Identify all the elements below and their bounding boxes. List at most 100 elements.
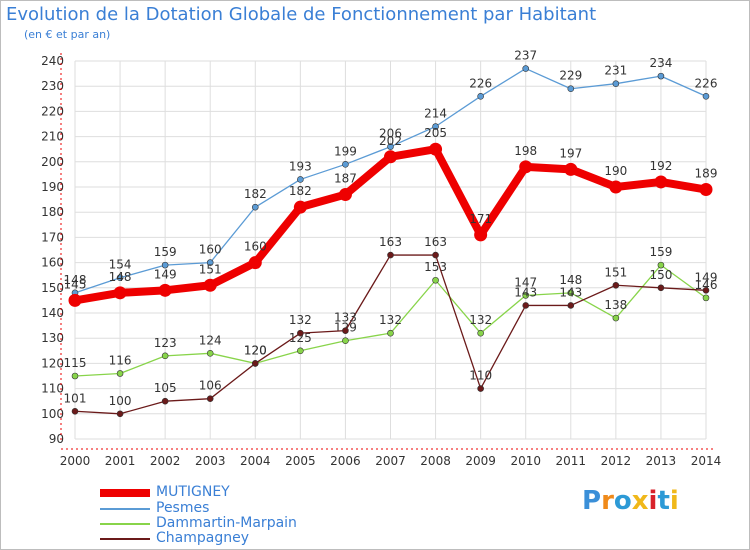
data-point-dammartin-marpain-2001 [116, 370, 124, 377]
data-point-mutigney-2013 [654, 175, 668, 189]
data-point-dammartin-marpain-2000 [71, 372, 79, 380]
x-tick-label-2000: 2000 [60, 454, 91, 468]
data-label-mutigney-2010: 198 [514, 144, 537, 158]
data-label-dammartin-marpain-2002: 123 [154, 336, 177, 350]
data-point-mutigney-2005 [293, 200, 307, 214]
data-point-mutigney-2010 [519, 160, 533, 174]
data-label-mutigney-2005: 182 [289, 184, 312, 198]
data-point-champagney-2001 [116, 410, 124, 418]
x-tick-label-2002: 2002 [150, 454, 181, 468]
legend-label-dammartin-marpain: Dammartin-Marpain [156, 515, 297, 531]
data-point-mutigney-2009 [474, 228, 488, 242]
data-point-pesmes-2009 [477, 92, 484, 100]
legend-swatch-pesmes [100, 508, 150, 510]
x-tick-label-2008: 2008 [420, 454, 451, 468]
data-point-mutigney-2001 [113, 286, 127, 300]
y-tick-label-100: 100 [41, 407, 64, 421]
y-tick-label-230: 230 [41, 79, 64, 93]
data-label-mutigney-2001: 148 [109, 270, 132, 284]
data-label-dammartin-marpain-2000: 115 [64, 356, 87, 370]
data-label-dammartin-marpain-2005: 125 [289, 331, 312, 345]
data-point-champagney-2005 [297, 329, 304, 337]
data-point-champagney-2011 [567, 302, 575, 309]
data-label-mutigney-2002: 149 [154, 267, 177, 281]
data-point-mutigney-2011 [564, 162, 578, 176]
legend-label-pesmes: Pesmes [156, 500, 210, 516]
y-tick-label-110: 110 [41, 382, 64, 396]
data-label-pesmes-2006: 199 [334, 144, 357, 158]
data-label-champagney-2013: 150 [649, 268, 672, 282]
legend-swatch-champagney [100, 538, 150, 540]
data-point-pesmes-2006 [342, 161, 349, 168]
logo-letter: i [669, 486, 679, 516]
y-tick-label-160: 160 [41, 256, 64, 270]
data-label-pesmes-2001: 154 [109, 258, 132, 272]
data-label-pesmes-2007: 206 [379, 127, 402, 141]
x-tick-label-2001: 2001 [105, 454, 136, 468]
data-label-mutigney-2004: 160 [244, 240, 267, 254]
x-tick-label-2005: 2005 [285, 454, 316, 468]
data-point-champagney-2009 [477, 385, 484, 392]
data-point-pesmes-2014 [702, 92, 710, 100]
y-tick-label-120: 120 [41, 356, 64, 370]
data-label-mutigney-2013: 192 [649, 159, 672, 173]
data-label-mutigney-2007: 202 [379, 134, 402, 148]
data-label-champagney-2000: 101 [64, 391, 87, 405]
data-point-pesmes-2004 [251, 203, 259, 211]
x-tick-label-2007: 2007 [375, 454, 406, 468]
logo-letter: i [648, 486, 658, 516]
data-label-pesmes-2000: 148 [64, 273, 87, 287]
data-point-pesmes-2002 [161, 261, 169, 269]
data-point-pesmes-2001 [116, 274, 124, 282]
data-label-champagney-2014: 149 [695, 270, 718, 284]
data-point-champagney-2014 [702, 287, 710, 294]
proxiti-logo: Proxiti [582, 486, 679, 516]
data-label-pesmes-2009: 226 [469, 76, 492, 90]
data-label-champagney-2006: 133 [334, 311, 357, 325]
data-label-mutigney-2003: 151 [199, 262, 222, 276]
data-label-pesmes-2010: 237 [514, 49, 537, 63]
data-label-pesmes-2002: 159 [154, 245, 177, 259]
data-point-mutigney-2007 [384, 150, 397, 164]
x-tick-label-2004: 2004 [240, 454, 271, 468]
data-label-dammartin-marpain-2014: 146 [695, 278, 718, 292]
data-label-mutigney-2009: 171 [469, 212, 492, 226]
data-point-pesmes-2013 [657, 72, 665, 80]
data-label-pesmes-2003: 160 [199, 243, 222, 257]
data-point-pesmes-2008 [432, 123, 439, 130]
data-point-dammartin-marpain-2011 [567, 289, 575, 297]
data-point-champagney-2010 [522, 302, 530, 309]
data-label-dammartin-marpain-2011: 148 [559, 273, 582, 287]
data-point-dammartin-marpain-2003 [206, 350, 214, 357]
data-point-pesmes-2007 [387, 143, 394, 150]
data-point-champagney-2013 [657, 284, 665, 292]
data-point-pesmes-2011 [567, 85, 575, 93]
y-tick-label-140: 140 [41, 306, 64, 320]
data-label-mutigney-2006: 187 [334, 172, 357, 186]
chart-subtitle: (en € et par an) [24, 28, 111, 41]
data-label-mutigney-2011: 197 [559, 146, 582, 160]
data-point-champagney-2012 [612, 281, 620, 289]
x-tick-label-2009: 2009 [465, 454, 496, 468]
logo-letter: P [582, 486, 602, 516]
data-point-mutigney-2014 [699, 183, 713, 197]
y-tick-label-130: 130 [41, 331, 64, 345]
y-tick-label-170: 170 [41, 230, 64, 244]
data-point-dammartin-marpain-2009 [477, 329, 484, 337]
data-label-pesmes-2004: 182 [244, 187, 267, 201]
data-label-pesmes-2008: 214 [424, 107, 447, 121]
data-label-mutigney-2008: 205 [424, 126, 447, 140]
data-point-champagney-2003 [206, 395, 214, 402]
data-label-champagney-2011: 143 [559, 285, 582, 299]
data-point-pesmes-2005 [297, 176, 304, 183]
data-point-dammartin-marpain-2013 [657, 261, 665, 269]
data-point-dammartin-marpain-2002 [161, 352, 169, 360]
legend-label-champagney: Champagney [156, 530, 249, 546]
legend-swatch-dammartin-marpain [100, 523, 150, 525]
y-tick-label-210: 210 [41, 130, 64, 144]
data-point-mutigney-2002 [158, 283, 172, 297]
y-tick-label-200: 200 [41, 155, 64, 169]
logo-letter: r [601, 486, 614, 516]
data-label-pesmes-2011: 229 [559, 69, 582, 83]
